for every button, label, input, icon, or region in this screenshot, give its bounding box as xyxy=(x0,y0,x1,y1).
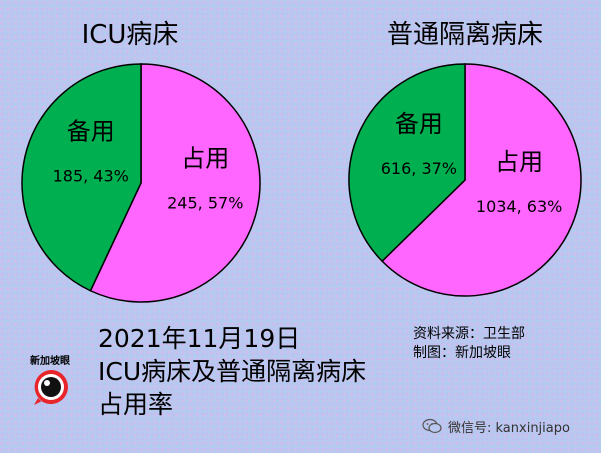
slice-category-label: 备用 xyxy=(67,117,115,145)
slice-value-label: 616, 37% xyxy=(381,159,457,178)
pie-slice-occupied xyxy=(381,63,582,297)
isolation-chart-title: 普通隔离病床 xyxy=(386,20,543,50)
slice-value-label: 1034, 63% xyxy=(476,197,562,216)
pie-slice-available xyxy=(348,63,466,263)
icu-chart-title: ICU病床 xyxy=(81,20,179,50)
pie-slice-occupied xyxy=(89,63,261,303)
source-line: 资料来源：卫生部 xyxy=(413,326,525,342)
slice-value-label: 185, 43% xyxy=(53,166,129,185)
pie-slice-available xyxy=(21,63,142,292)
logo: 新加坡眼 xyxy=(20,352,80,424)
wechat-icon xyxy=(422,418,442,434)
slice-category-label: 占用 xyxy=(495,148,543,176)
wechat-watermark: 微信号: kanxinjiapo xyxy=(422,416,570,436)
wechat-id: 微信号: kanxinjiapo xyxy=(448,420,570,436)
eye-logo-icon xyxy=(34,370,68,405)
slice-value-label: 245, 57% xyxy=(167,194,243,213)
slice-category-label: 占用 xyxy=(181,145,229,173)
isolation-pie-chart: 占用 1034, 63% 备用 616, 37% xyxy=(348,63,582,297)
caption-subject: ICU病床及普通隔离病床 xyxy=(98,357,367,386)
caption-metric: 占用率 xyxy=(98,390,174,419)
credit-line: 制图：新加坡眼 xyxy=(413,345,511,361)
slice-category-label: 备用 xyxy=(395,110,443,138)
main-caption: 2021年11月19日 ICU病床及普通隔离病床 占用率 xyxy=(98,322,366,421)
icu-pie-chart: 占用 245, 57% 备用 185, 43% xyxy=(21,63,261,303)
caption-date: 2021年11月19日 xyxy=(98,324,301,353)
source-note: 资料来源：卫生部 制图：新加坡眼 xyxy=(413,325,525,363)
logo-text: 新加坡眼 xyxy=(30,356,70,367)
